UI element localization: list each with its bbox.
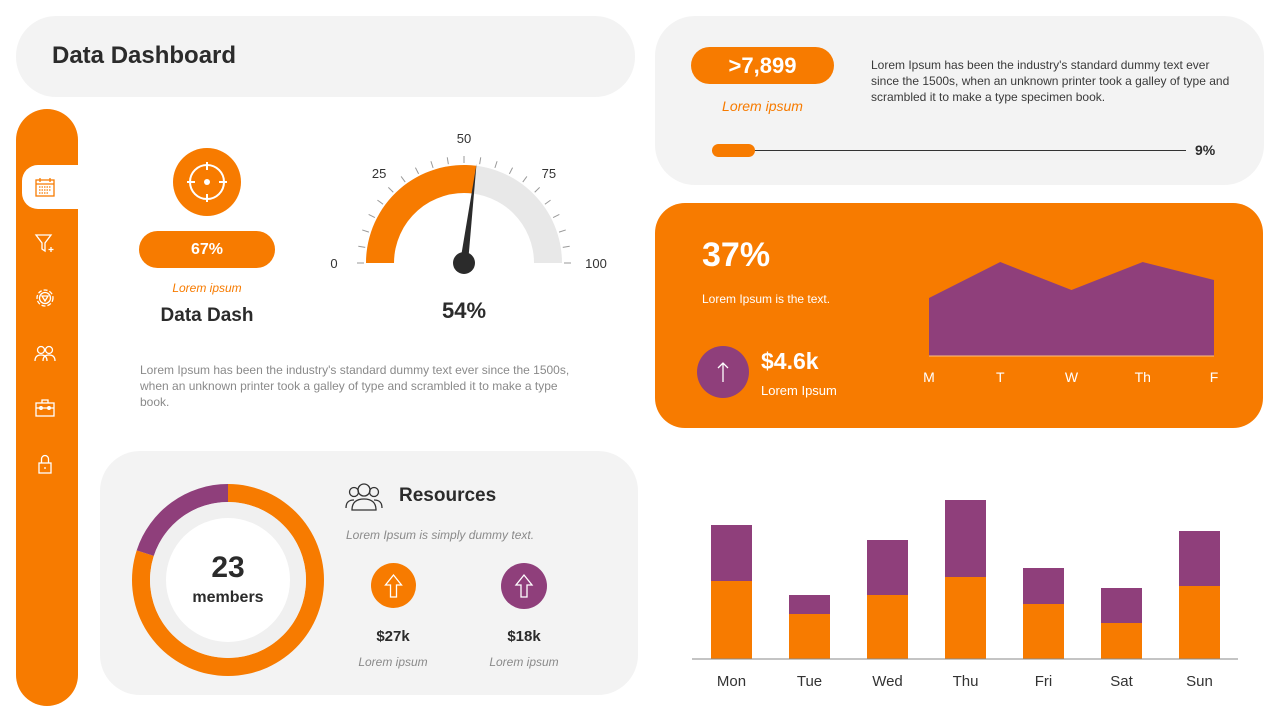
gauge-tick-label: 100 (585, 256, 607, 271)
gauge-tick (414, 167, 420, 175)
resources-title: Resources (399, 485, 497, 506)
gauge-tick (446, 157, 449, 165)
resources-subtitle: Lorem Ipsum is simply dummy text. (346, 528, 535, 542)
bar-segment (1023, 604, 1064, 659)
weekly-bar-chart: Mon Tue Wed Thu Fri Sat Sun (692, 500, 1238, 690)
gauge-tick-label: 0 (330, 256, 337, 271)
summary-amount-label: Lorem Ipsum (761, 383, 837, 398)
stats-label: Lorem ipsum (722, 98, 803, 114)
funnel-plus-icon[interactable] (34, 232, 56, 254)
stats-card (655, 16, 1264, 185)
stat2-label: Lorem ipsum (489, 655, 559, 669)
bar-x-label: Thu (953, 673, 979, 690)
bar-segment (867, 540, 908, 595)
gauge-needle-hub (453, 252, 475, 274)
bar-segment (867, 595, 908, 659)
gauge-tick-label: 50 (457, 131, 471, 146)
kpi-value-pill: 67% (139, 231, 275, 268)
bar-x-label: Mon (717, 673, 746, 690)
arrow-up-icon (697, 346, 749, 398)
bar-segment (1179, 531, 1220, 586)
members-label: members (192, 589, 264, 606)
area-x-label: M (923, 369, 935, 385)
kpi-label: Lorem ipsum (172, 281, 242, 295)
donut-segment (136, 484, 228, 556)
area-series (929, 262, 1214, 356)
bar-segment (711, 525, 752, 581)
stat1-label: Lorem ipsum (358, 655, 428, 669)
gauge-tick (430, 161, 434, 169)
bar-segment (1101, 623, 1142, 659)
area-x-label: F (1210, 369, 1219, 385)
gauge-tick (562, 245, 570, 248)
header-bar (16, 16, 635, 97)
calendar-icon[interactable] (34, 176, 56, 198)
bar-x-label: Sun (1186, 673, 1213, 690)
summary-subtitle: Lorem Ipsum is the text. (702, 292, 831, 306)
lock-icon[interactable] (34, 453, 56, 475)
stats-value-pill: >7,899 (691, 47, 834, 84)
gauge-tick-label: 75 (542, 166, 556, 181)
description-text: Lorem Ipsum has been the industry's stan… (140, 363, 570, 409)
kpi-title: Data Dash (160, 305, 254, 326)
bar-segment (789, 595, 830, 614)
bar-segment (945, 577, 986, 659)
stats-text: Lorem Ipsum has been the industry's stan… (871, 58, 1230, 104)
gauge-value-label: 54% (441, 298, 487, 323)
briefcase-icon[interactable] (34, 397, 56, 419)
gauge-tick (387, 186, 394, 193)
bar-segment (945, 500, 986, 577)
gauge-tick (508, 167, 514, 175)
gauge-tick (362, 229, 370, 233)
users-icon (345, 483, 383, 511)
gauge-tick (552, 213, 560, 219)
bar-x-label: Fri (1035, 673, 1053, 690)
progress-fill (712, 144, 755, 157)
bar-segment (789, 614, 830, 659)
bar-x-label: Wed (872, 673, 903, 690)
bar-segment (1179, 586, 1220, 659)
gauge-tick (377, 199, 384, 205)
members-count: 23 (211, 551, 245, 584)
bar-segment (1101, 588, 1142, 623)
gauge-chart: 0 25 50 75 100 (330, 131, 607, 274)
gauge-tick-label: 25 (372, 166, 386, 181)
area-chart: M T W Th F (923, 262, 1219, 385)
gauge-tick (368, 213, 376, 219)
gauge-tick (494, 161, 498, 169)
progress-track (712, 150, 1186, 151)
gauge-tick (558, 229, 566, 233)
donut-center (166, 518, 290, 642)
summary-percent: 37% (702, 236, 771, 274)
gauge-tick (479, 157, 482, 165)
gear-icon[interactable] (34, 287, 56, 309)
gauge-fill (366, 165, 477, 263)
stat2-value: $18k (507, 628, 541, 645)
gauge-tick (522, 176, 528, 183)
area-x-label: W (1065, 369, 1079, 385)
bar-x-label: Tue (797, 673, 822, 690)
users-icon[interactable] (34, 342, 56, 364)
summary-amount: $4.6k (761, 348, 819, 374)
gauge-needle (460, 163, 477, 264)
progress-label: 9% (1195, 142, 1216, 158)
members-donut-chart (132, 484, 324, 676)
gauge-tick (358, 245, 366, 248)
stat1-value: $27k (376, 628, 410, 645)
arrow-up-icon (501, 563, 547, 609)
page-title: Data Dashboard (52, 42, 237, 69)
target-icon (173, 148, 241, 216)
area-x-label: T (996, 369, 1005, 385)
bar-x-label: Sat (1110, 673, 1133, 690)
gauge-tick (400, 176, 406, 183)
area-x-label: Th (1135, 369, 1151, 385)
arrow-up-icon (371, 563, 416, 608)
bar-segment (711, 581, 752, 659)
gauge-tick (544, 199, 551, 205)
gauge-tick (534, 186, 541, 193)
bar-segment (1023, 568, 1064, 604)
